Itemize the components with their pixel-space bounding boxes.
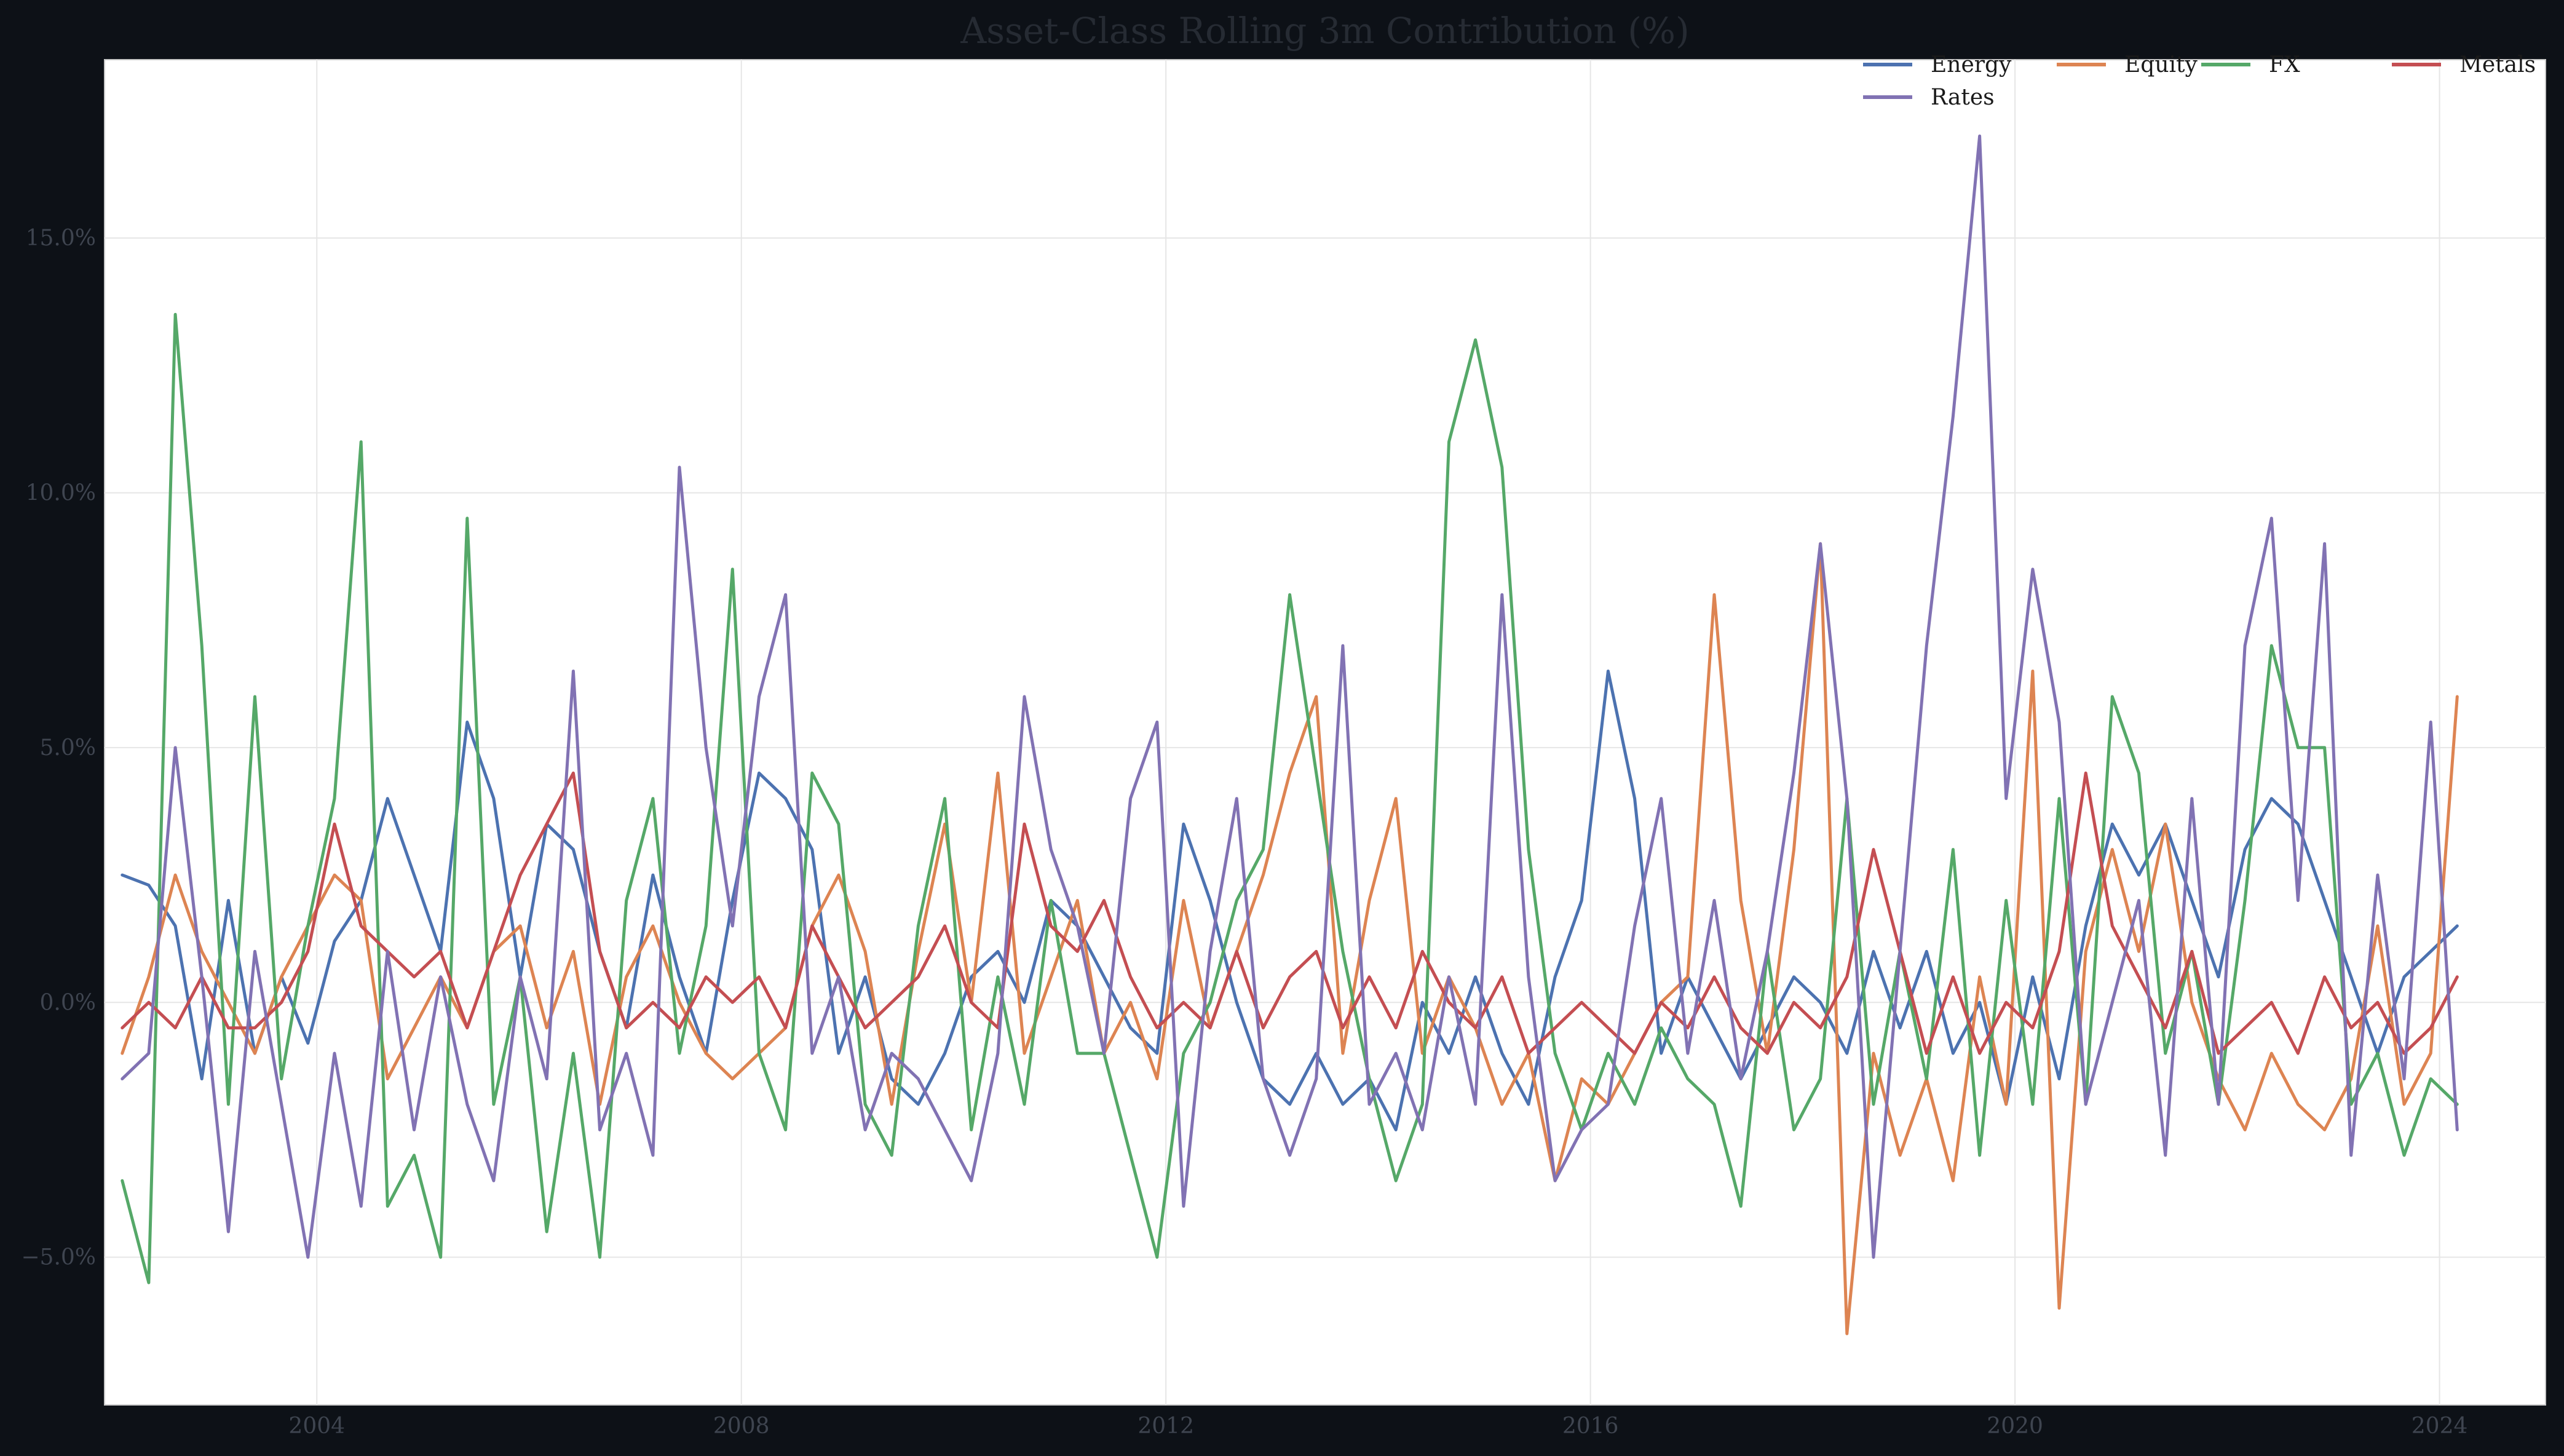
y-tick-label: 5.0% [40,735,96,761]
x-axis: 2004 2008 2012 2016 2020 2024 [288,1414,2467,1439]
legend-entry-energy[interactable]: Energy [1863,52,2012,77]
legend-label: FX [2269,52,2300,77]
series-line-rates [121,134,2459,1259]
x-tick-label: 2020 [1987,1414,2043,1439]
y-tick-label: 15.0% [26,226,96,251]
x-tick-label: 2008 [713,1414,770,1439]
y-axis: −5.0% 0.0% 5.0% 10.0% 15.0% [21,226,96,1270]
series-line-metals [121,771,2459,1055]
legend-entry-fx[interactable]: FX [2201,52,2300,77]
legend-label: Metals [2459,52,2536,77]
legend[interactable]: Energy Equity FX Metals Rates [1863,52,2536,110]
x-tick-label: 2016 [1562,1414,1619,1439]
x-tick-label: 2004 [288,1414,345,1439]
y-tick-label: −5.0% [21,1245,96,1270]
series-group [121,134,2459,1335]
y-tick-label: 0.0% [40,990,96,1015]
x-tick-label: 2024 [2412,1414,2468,1439]
series-line-energy [121,670,2459,1131]
chart-title: Asset-Class Rolling 3m Contribution (%) [960,10,1689,52]
legend-label: Rates [1931,85,1995,110]
legend-entry-rates[interactable]: Rates [1863,85,1995,110]
legend-entry-equity[interactable]: Equity [2057,52,2198,77]
x-tick-label: 2012 [1138,1414,1194,1439]
series-line-equity [121,542,2459,1335]
legend-label: Equity [2124,52,2198,77]
legend-label: Energy [1931,52,2012,77]
y-tick-label: 10.0% [26,480,96,505]
plot-area [104,59,2546,1406]
legend-entry-metals[interactable]: Metals [2392,52,2536,77]
